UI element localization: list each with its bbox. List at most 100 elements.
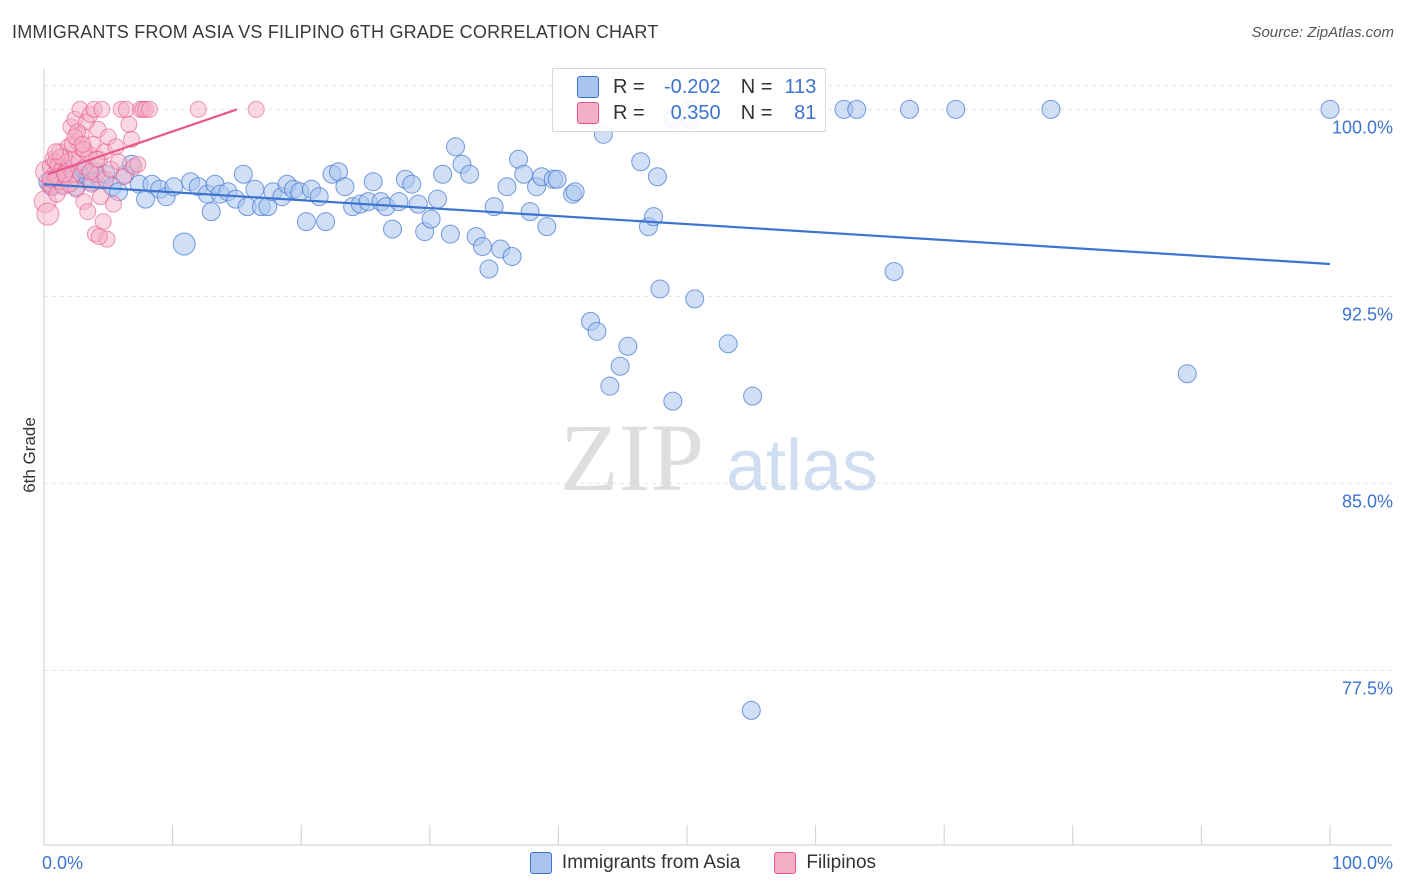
trend-line-filipinos [47,108,238,176]
data-point-filipinos [117,100,135,118]
legend-swatch-blue [529,852,552,874]
data-point-asia [600,376,620,396]
data-point-asia [479,259,499,279]
data-point-asia [296,212,316,232]
data-point-filipinos [79,203,97,221]
data-point-asia [421,209,441,229]
data-point-filipinos [140,100,158,118]
legend-item-asia[interactable]: Immigrants from Asia [529,852,741,874]
data-point-asia [1177,364,1197,384]
data-point-asia [172,232,196,256]
data-point-asia [316,212,336,232]
data-point-asia [631,152,651,172]
data-point-asia [743,386,763,406]
data-point-asia [610,356,630,376]
data-point-asia [433,164,453,184]
legend-swatch-pink [577,102,599,124]
legend-n-label: N = [740,101,773,124]
data-point-filipinos [47,143,65,161]
data-point-asia [446,137,466,157]
data-point-filipinos [104,195,122,213]
data-point-filipinos [110,153,128,171]
data-point-filipinos [129,155,147,173]
data-point-asia [497,177,517,197]
x-tick-label: 100.0% [1332,853,1393,873]
data-point-asia [473,237,493,257]
axes [43,68,1392,846]
data-point-asia [389,192,409,212]
data-point-asia [847,99,867,119]
legend-item-filipinos[interactable]: Filipinos [774,852,876,874]
source-label: Source: ZipAtlas.com [1251,24,1394,41]
y-axis-label: 6th Grade [20,417,39,493]
data-point-asia [547,169,567,189]
data-point-asia [946,99,966,119]
legend-r-label: R = [613,75,645,98]
legend-n-value: 81 [794,101,817,124]
data-point-filipinos [115,168,133,186]
tick-labels: 77.5% 85.0% 92.5% 100.0% 0.0% 100.0% [42,117,1393,873]
legend-row-asia: R = -0.202 N = 113 [577,75,816,99]
data-point-filipinos [120,115,138,133]
watermark-atlas: atlas [726,426,878,506]
data-point-filipinos [90,228,108,246]
watermark-zip: ZIP [560,404,704,511]
data-point-filipinos [189,100,207,118]
data-point-asia [502,247,522,267]
data-point-asia [335,177,355,197]
data-point-asia [663,391,683,411]
legend-r-label: R = [613,101,645,124]
x-tick-label: 0.0% [42,853,83,873]
legend-r-value: 0.350 [670,101,721,124]
data-point-asia [618,336,638,356]
y-tick-label: 100.0% [1332,117,1393,137]
data-point-asia [899,99,919,119]
data-point-filipinos [93,100,111,118]
data-point-filipinos [74,135,92,153]
stats-legend: R = -0.202 N = 113 R = 0.350 N = 81 [552,68,826,132]
series-legend: Immigrants from Asia Filipinos [0,852,1406,874]
data-point-asia [647,167,667,187]
data-point-asia [363,172,383,192]
data-point-asia [685,289,705,309]
legend-label-asia: Immigrants from Asia [561,852,741,873]
data-point-asia [245,179,265,199]
data-point-asia [884,261,904,281]
legend-swatch-pink [774,852,797,874]
trend-line-asia [43,183,1331,266]
trend-lines [43,108,1331,266]
data-point-asia [565,182,585,202]
y-tick-label: 77.5% [1342,678,1393,698]
data-point-asia [233,164,253,184]
y-tick-label: 85.0% [1342,491,1393,511]
data-point-asia [408,194,428,214]
data-point-asia [718,334,738,354]
series-filipinos [33,100,265,248]
legend-swatch-blue [577,76,599,98]
data-point-asia [460,164,480,184]
legend-label-filipinos: Filipinos [806,852,877,873]
data-point-asia [1041,99,1061,119]
data-point-asia [440,224,460,244]
data-point-asia [520,202,540,222]
data-point-asia [201,202,221,222]
legend-row-filipinos: R = 0.350 N = 81 [577,101,816,125]
data-point-asia [537,217,557,237]
data-point-asia [587,321,607,341]
data-point-asia [383,219,403,239]
data-point-asia [309,187,329,207]
chart-title: IMMIGRANTS FROM ASIA VS FILIPINO 6TH GRA… [12,22,659,42]
data-point-asia [402,174,422,194]
data-point-asia [428,189,448,209]
legend-n-label: N = [740,75,773,98]
y-tick-label: 92.5% [1342,304,1393,324]
legend-n-value: 113 [784,75,817,98]
data-point-asia [1320,99,1340,119]
data-point-filipinos [247,100,265,118]
data-point-asia [741,700,761,720]
data-point-asia [650,279,670,299]
legend-r-value: -0.202 [663,75,721,98]
data-point-filipinos [94,213,112,231]
data-point-filipinos [36,202,60,226]
